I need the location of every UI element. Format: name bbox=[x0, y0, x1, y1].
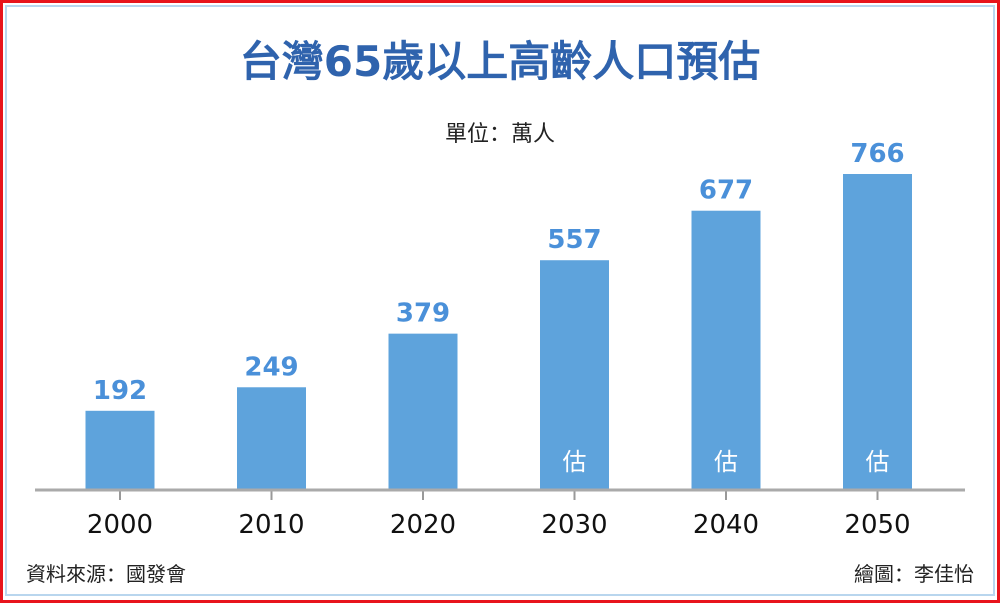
value-label-2050: 766 bbox=[850, 139, 904, 169]
unit-label: 單位：萬人 bbox=[444, 122, 555, 147]
x-tick-label-2010: 2010 bbox=[238, 510, 304, 540]
value-label-2040: 677 bbox=[699, 176, 753, 206]
credit-label: 繪圖：李佳怡 bbox=[854, 562, 974, 586]
x-tick-label-2020: 2020 bbox=[390, 510, 456, 540]
x-tick-label-2040: 2040 bbox=[693, 510, 759, 540]
bar-2030 bbox=[540, 260, 609, 490]
bar-2040 bbox=[691, 210, 761, 491]
bar-2050 bbox=[843, 174, 912, 490]
x-tick-label-2030: 2030 bbox=[541, 510, 607, 540]
bar-2000 bbox=[85, 410, 155, 490]
inner-border bbox=[5, 5, 995, 596]
bar-2010 bbox=[237, 387, 306, 490]
bar-2020 bbox=[388, 333, 458, 490]
chart-title: 台灣65歲以上高齡人口預估 bbox=[239, 37, 761, 86]
estimate-label-2040: 估 bbox=[714, 448, 738, 476]
value-label-2000: 192 bbox=[93, 376, 147, 406]
estimate-label-2030: 估 bbox=[563, 448, 587, 476]
value-label-2030: 557 bbox=[547, 225, 601, 255]
x-tick-label-2050: 2050 bbox=[844, 510, 910, 540]
x-tick-label-2000: 2000 bbox=[87, 510, 153, 540]
value-label-2020: 379 bbox=[396, 299, 450, 329]
value-label-2010: 249 bbox=[244, 352, 298, 382]
estimate-label-2050: 估 bbox=[866, 448, 890, 476]
source-label: 資料來源：國發會 bbox=[26, 562, 186, 586]
